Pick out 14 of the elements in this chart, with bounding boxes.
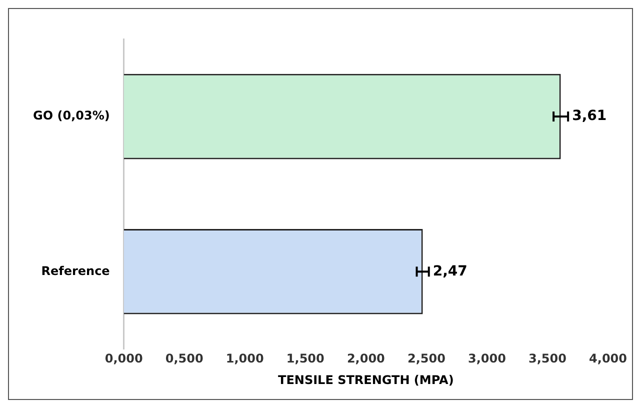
x-tick-label: 2,000 [346,352,385,366]
x-tick-label: 0,500 [165,352,204,366]
y-tick-label: GO (0,03%) [33,108,110,123]
y-tick-label: Reference [41,264,110,278]
x-axis-title: TENSILE STRENGTH (MPA) [278,372,454,387]
x-tick-label: 0,000 [104,352,143,366]
x-tick-label: 3,000 [468,352,506,366]
x-tick-label: 1,500 [286,352,324,366]
x-tick-label: 3,500 [528,352,566,366]
data-label: 2,47 [432,263,468,280]
x-tick-label: 2,500 [407,352,446,366]
x-tick-label: 4,000 [589,352,628,366]
x-tick-label: 1,000 [226,352,264,366]
data-label: 3,61 [572,108,607,124]
